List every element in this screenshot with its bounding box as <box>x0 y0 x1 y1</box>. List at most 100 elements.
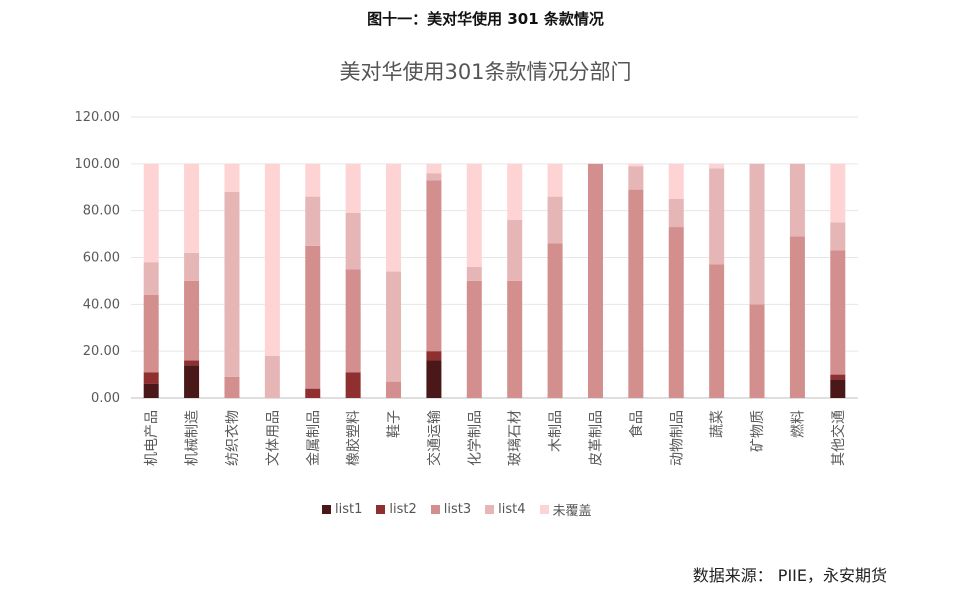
legend-label-list1: list1 <box>335 501 363 517</box>
legend-item-list2: list2 <box>376 501 417 517</box>
bar-segment <box>507 163 523 221</box>
bar-segment <box>264 355 280 398</box>
bar-segment <box>709 163 725 169</box>
bar-segment <box>668 227 684 398</box>
x-tick-label: 玻璃石材 <box>507 410 524 466</box>
bar-segment <box>628 163 644 167</box>
x-tick-label: 皮革制品 <box>588 410 604 466</box>
bar-segment <box>345 269 361 373</box>
bar-segment <box>830 379 846 398</box>
bar-segment <box>789 163 805 237</box>
x-tick-label: 机械制造 <box>185 410 201 466</box>
bar-segment <box>466 280 482 398</box>
bar-segment <box>749 304 765 398</box>
bar-segment <box>386 271 402 382</box>
bar-segment <box>830 250 846 375</box>
bar-segment <box>305 388 321 398</box>
bar-segment <box>143 163 159 263</box>
bar-segment <box>426 360 442 398</box>
bar-segment <box>830 374 846 380</box>
bar-segment <box>830 222 846 251</box>
bar-segment <box>386 381 402 398</box>
bar-segment <box>709 168 725 265</box>
bar-segment <box>264 163 280 356</box>
bar-segment <box>345 372 361 398</box>
x-tick-label: 机电产品 <box>144 410 160 466</box>
y-tick-label: 0.00 <box>91 391 120 406</box>
bar-segment <box>143 262 159 295</box>
bar-segment <box>345 213 361 270</box>
y-tick-label: 40.00 <box>83 297 120 312</box>
legend-item-list4: list4 <box>485 501 526 517</box>
x-tick-label: 其他交通 <box>830 410 847 466</box>
bar-segment <box>789 236 805 398</box>
legend-swatch-list1 <box>322 504 331 514</box>
legend-label-list4: list4 <box>498 501 526 517</box>
legend-swatch-list3 <box>430 504 440 514</box>
bar-segment <box>224 191 240 377</box>
x-tick-label: 鞋子 <box>387 410 403 438</box>
bar-segment <box>668 198 684 228</box>
y-tick-label: 120.00 <box>75 110 121 125</box>
x-tick-label: 金属制品 <box>306 410 322 466</box>
chart-title: 美对华使用301条款情况分部门 <box>339 60 632 84</box>
bar-segment <box>184 280 200 361</box>
data-source-note: 数据来源： PIIE，永安期货 <box>692 566 887 585</box>
x-tick-label: 橡胶塑料 <box>345 410 362 466</box>
x-tick-label: 木制品 <box>548 410 564 452</box>
legend-label-uncovered: 未覆盖 <box>552 503 592 519</box>
x-tick-label: 纺织衣物 <box>225 410 241 466</box>
bar-segment <box>628 189 644 398</box>
bar-segment <box>426 163 442 174</box>
bar-segment <box>466 266 482 281</box>
x-tick-label: 蔬菜 <box>710 410 726 438</box>
bar-segment <box>587 163 603 398</box>
chart-legend: list1 list2 list3 list4 未覆盖 <box>322 499 606 519</box>
legend-item-list1: list1 <box>322 502 362 517</box>
bar-segment <box>507 220 523 281</box>
bar-segment <box>305 163 321 197</box>
bar-segment <box>305 196 321 246</box>
bar-segment <box>224 163 240 192</box>
bar-segment <box>547 243 563 398</box>
bar-segment <box>749 163 765 305</box>
bar-segment <box>143 372 159 384</box>
bar-segment <box>345 163 361 214</box>
x-tick-label: 矿物质 <box>750 410 766 452</box>
bar-segment <box>143 383 159 398</box>
bar-segment <box>426 180 442 352</box>
bar-segment <box>668 163 684 199</box>
figure-caption: 图十一：美对华使用 301 条款情况 <box>367 10 604 28</box>
bar-segment <box>628 166 644 190</box>
legend-swatch-list2 <box>376 504 386 514</box>
legend-label-list2: list2 <box>389 501 417 517</box>
y-tick-label: 20.00 <box>83 344 120 359</box>
bar-segment <box>184 360 200 366</box>
x-tick-label: 动物制品 <box>669 410 685 466</box>
y-tick-label: 80.00 <box>83 204 120 219</box>
bar-segment <box>426 173 442 181</box>
legend-item-list3: list3 <box>430 501 472 517</box>
bar-segment <box>466 163 482 267</box>
bar-segment <box>184 365 200 398</box>
bar-segment <box>426 351 442 361</box>
y-tick-label: 60.00 <box>83 251 120 266</box>
x-tick-label: 化学制品 <box>467 410 483 466</box>
bar-segment <box>507 280 523 398</box>
legend-swatch-uncovered <box>539 504 549 514</box>
x-tick-label: 文体用品 <box>265 410 281 466</box>
x-tick-label: 食品 <box>628 410 645 438</box>
legend-swatch-list4 <box>485 504 495 514</box>
bar-segment <box>184 252 200 281</box>
x-tick-label: 交通运输 <box>426 410 443 466</box>
legend-label-list3: list3 <box>443 501 472 517</box>
legend-item-uncovered: 未覆盖 <box>539 500 592 519</box>
bar-segment <box>547 163 563 197</box>
bar-segment <box>184 163 200 253</box>
x-tick-label: 燃料 <box>789 410 806 438</box>
bar-segment <box>386 163 402 272</box>
bar-segment <box>830 163 846 223</box>
y-tick-label: 100.00 <box>75 157 121 172</box>
bar-segment <box>143 294 159 373</box>
